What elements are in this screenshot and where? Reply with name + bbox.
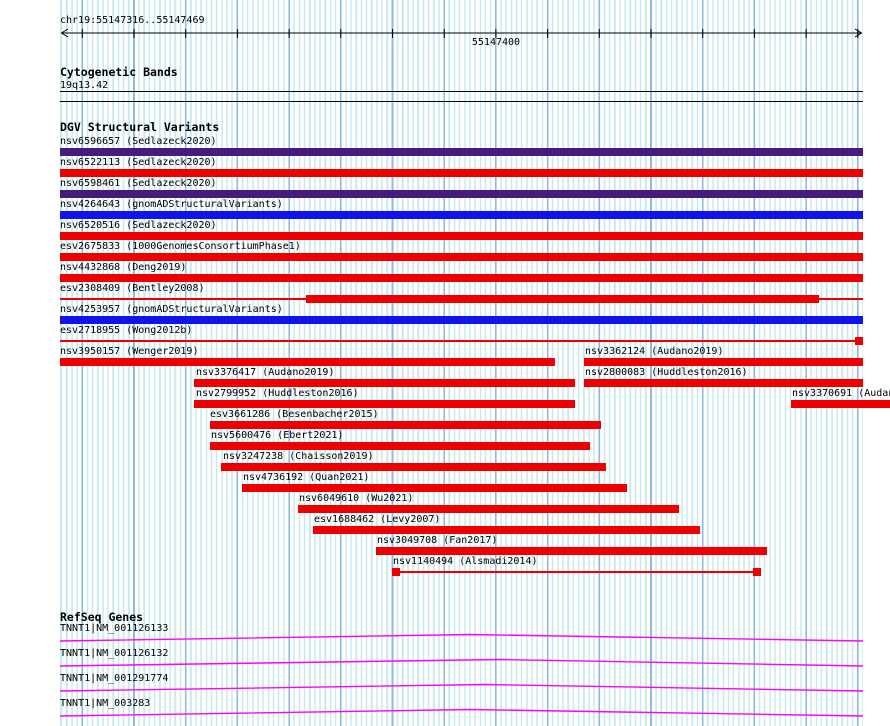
variant-bar[interactable] xyxy=(60,253,863,261)
gene-label[interactable]: TNNT1|NM_003283 xyxy=(60,698,151,709)
variant-bar[interactable] xyxy=(791,400,890,408)
gene-label[interactable]: TNNT1|NM_001291774 xyxy=(60,673,169,684)
variant-label[interactable]: nsv4264643 (gnomADStructuralVariants) xyxy=(60,199,283,210)
cytoband-label: 19q13.42 xyxy=(60,80,109,91)
refseq-track-header: RefSeq Genes xyxy=(60,610,144,624)
variant-label[interactable]: nsv4736192 (Quan2021) xyxy=(243,472,370,483)
variant-bar[interactable] xyxy=(306,295,819,303)
variant-label[interactable]: nsv4432868 (Deng2019) xyxy=(60,262,187,273)
variant-bar[interactable] xyxy=(60,232,863,240)
variant-bar[interactable] xyxy=(242,484,627,492)
variant-block[interactable] xyxy=(392,568,400,576)
variant-label[interactable]: esv2675833 (1000GenomesConsortiumPhase1) xyxy=(60,241,301,252)
variant-label[interactable]: nsv3370691 (Audan xyxy=(792,388,890,399)
variant-bar[interactable] xyxy=(376,547,767,555)
variant-bar[interactable] xyxy=(194,400,575,408)
variant-label[interactable]: nsv4253957 (gnomADStructuralVariants) xyxy=(60,304,283,315)
gene-intron-glyph[interactable] xyxy=(59,708,864,718)
variant-label[interactable]: nsv2800083 (Huddleston2016) xyxy=(585,367,748,378)
variant-bar[interactable] xyxy=(584,379,863,387)
dgv-track-header: DGV Structural Variants xyxy=(60,120,220,134)
gene-intron-glyph[interactable] xyxy=(59,683,864,693)
variant-label[interactable]: nsv6596657 (Sedlazeck2020) xyxy=(60,136,217,147)
ruler xyxy=(60,28,863,38)
variant-bar[interactable] xyxy=(298,505,679,513)
variant-bar[interactable] xyxy=(60,190,863,198)
variant-label[interactable]: esv2308409 (Bentley2008) xyxy=(60,283,205,294)
gene-intron-glyph[interactable] xyxy=(59,633,864,643)
variant-label[interactable]: nsv5600476 (Ebert2021) xyxy=(211,430,344,441)
variant-block[interactable] xyxy=(855,337,863,345)
variant-label[interactable]: nsv6522113 (Sedlazeck2020) xyxy=(60,157,217,168)
variant-label[interactable]: esv3661286 (Besenbacher2015) xyxy=(210,409,379,420)
variant-block[interactable] xyxy=(753,568,761,576)
cytoband-glyph[interactable] xyxy=(60,91,863,102)
variant-bar[interactable] xyxy=(210,442,590,450)
variant-label[interactable]: nsv3362124 (Audano2019) xyxy=(585,346,724,357)
variant-bar[interactable] xyxy=(60,169,863,177)
gene-label[interactable]: TNNT1|NM_001126132 xyxy=(60,648,169,659)
variant-bar[interactable] xyxy=(210,421,601,429)
variant-label[interactable]: nsv6598461 (Sedlazeck2020) xyxy=(60,178,217,189)
variant-label[interactable]: nsv3950157 (Wenger2019) xyxy=(60,346,199,357)
ruler-tick-label: 55147400 xyxy=(471,37,521,48)
variant-connector-line[interactable] xyxy=(400,571,753,573)
variant-label[interactable]: nsv3376417 (Audano2019) xyxy=(196,367,335,378)
variant-label[interactable]: nsv1140494 (Alsmadi2014) xyxy=(393,556,538,567)
ruler-line xyxy=(60,28,863,38)
variant-label[interactable]: esv1688462 (Levy2007) xyxy=(314,514,441,525)
variant-bar[interactable] xyxy=(60,211,863,219)
variant-label[interactable]: nsv6049610 (Wu2021) xyxy=(299,493,414,504)
variant-label[interactable]: nsv6520516 (Sedlazeck2020) xyxy=(60,220,217,231)
variant-connector-line[interactable] xyxy=(60,340,855,342)
ruler-tick-marks xyxy=(81,29,859,38)
cytogenetic-bands-header: Cytogenetic Bands xyxy=(60,65,178,79)
variant-bar[interactable] xyxy=(584,358,863,366)
variant-label[interactable]: nsv2799952 (Huddleston2016) xyxy=(196,388,359,399)
region-coordinates-label: chr19:55147316..55147469 xyxy=(60,15,205,26)
variant-label[interactable]: nsv3049708 (Fan2017) xyxy=(377,535,498,546)
variant-bar[interactable] xyxy=(313,526,700,534)
variant-bar[interactable] xyxy=(60,358,555,366)
gene-label[interactable]: TNNT1|NM_001126133 xyxy=(60,623,169,634)
variant-bar[interactable] xyxy=(60,316,863,324)
variant-bar[interactable] xyxy=(60,274,863,282)
variant-label[interactable]: esv2718955 (Wong2012b) xyxy=(60,325,193,336)
variant-bar[interactable] xyxy=(60,148,863,156)
variant-label[interactable]: nsv3247238 (Chaisson2019) xyxy=(223,451,374,462)
variant-bar[interactable] xyxy=(221,463,606,471)
gene-intron-glyph[interactable] xyxy=(59,658,864,668)
variant-bar[interactable] xyxy=(194,379,575,387)
